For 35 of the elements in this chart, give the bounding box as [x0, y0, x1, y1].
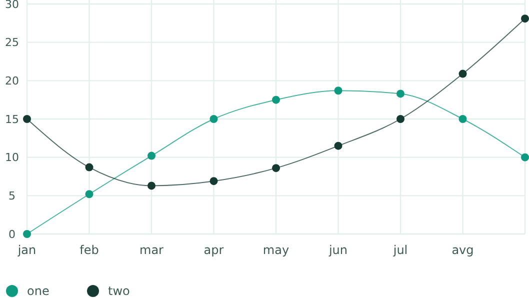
x-tick-label: may	[262, 243, 290, 257]
y-tick-label: 0	[8, 228, 16, 241]
point	[148, 182, 156, 190]
y-tick-label: 5	[8, 190, 16, 203]
point	[210, 177, 218, 186]
point	[458, 115, 467, 123]
point	[334, 86, 342, 95]
x-tick-label: apr	[204, 243, 224, 257]
legend-label: two	[108, 284, 130, 298]
point	[334, 142, 342, 150]
y-tick-label: 25	[5, 36, 19, 50]
y-tick-label: 30	[5, 0, 19, 11]
point	[396, 115, 404, 123]
x-tick-label: feb	[80, 243, 99, 257]
point	[210, 115, 218, 123]
point	[396, 90, 404, 98]
point	[272, 96, 280, 104]
x-tick-label: jun	[328, 243, 348, 257]
y-tick-label: 20	[5, 74, 19, 88]
point	[23, 230, 31, 238]
point	[85, 190, 94, 198]
point	[85, 163, 94, 172]
legend-label: one	[27, 284, 50, 298]
y-tick-label: 15	[5, 112, 19, 126]
x-tick-label: jul	[392, 243, 408, 257]
point	[521, 153, 529, 162]
point	[458, 70, 467, 78]
x-tick-label: jan	[16, 243, 36, 257]
point	[148, 152, 156, 160]
point	[23, 115, 31, 123]
y-tick-label: 10	[5, 151, 19, 164]
x-tick-label: mar	[140, 243, 164, 257]
point	[272, 164, 280, 172]
point	[521, 14, 529, 23]
x-tick-label: avg	[452, 243, 474, 257]
